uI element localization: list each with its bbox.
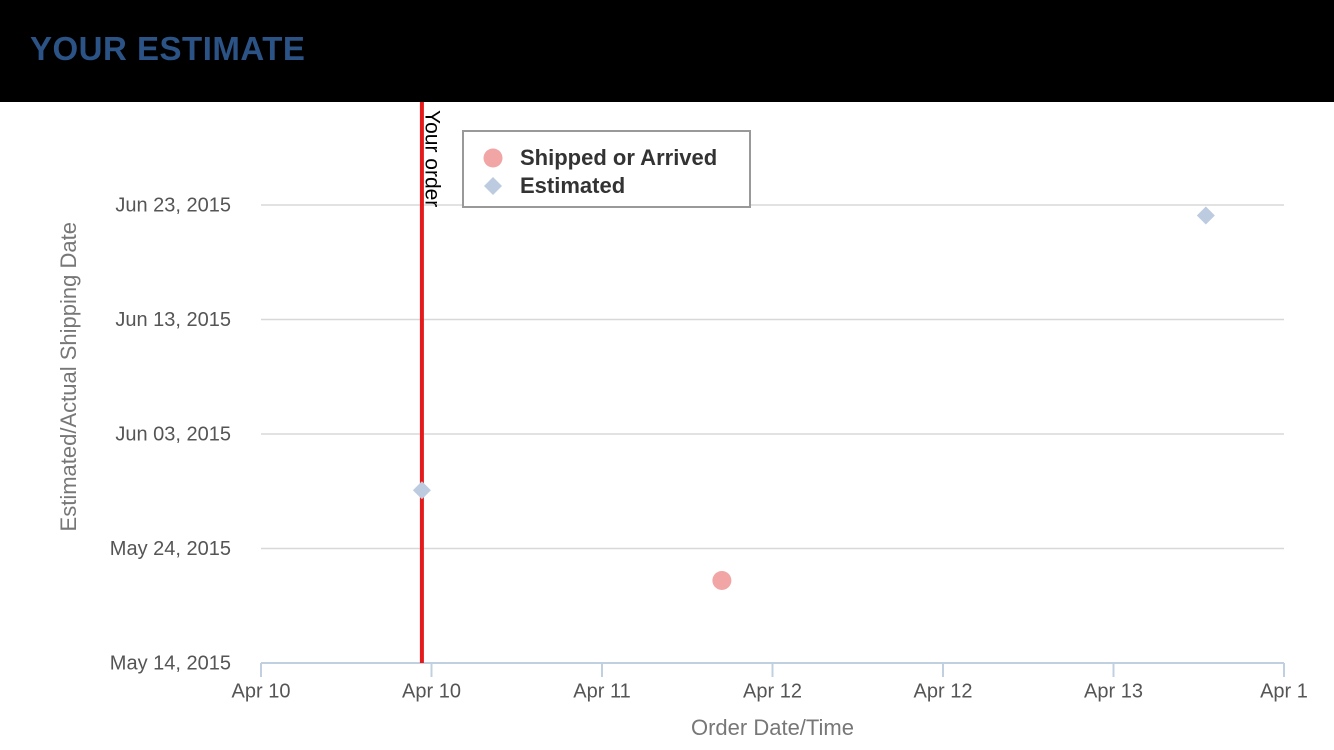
legend-symbol bbox=[483, 148, 503, 168]
x-tick-label: Apr 10 bbox=[402, 680, 461, 702]
y-tick-label: May 24, 2015 bbox=[110, 538, 231, 560]
point bbox=[412, 481, 431, 500]
x-tick-label: Apr 11 bbox=[573, 680, 630, 702]
y-axis-title: Estimated/Actual Shipping Date bbox=[56, 222, 81, 531]
header-bar: YOUR ESTIMATE bbox=[0, 0, 1334, 102]
plot-line-label: Your order bbox=[420, 110, 443, 207]
point bbox=[712, 570, 732, 590]
x-tick-label: Apr 12 bbox=[914, 680, 973, 702]
x-tick-label: Apr 1 bbox=[1260, 680, 1308, 702]
x-axis-title: Order Date/Time bbox=[691, 715, 854, 740]
legend-label: Estimated bbox=[520, 173, 625, 198]
x-tick-label: Apr 10 bbox=[232, 680, 291, 702]
y-tick-label: Jun 23, 2015 bbox=[115, 194, 231, 216]
point bbox=[1196, 206, 1215, 225]
y-tick-label: Jun 03, 2015 bbox=[115, 423, 231, 445]
legend-label: Shipped or Arrived bbox=[520, 145, 717, 170]
y-tick-label: Jun 13, 2015 bbox=[115, 309, 231, 331]
x-tick-label: Apr 13 bbox=[1084, 680, 1143, 702]
y-tick-label: May 14, 2015 bbox=[110, 652, 231, 674]
header-title: YOUR ESTIMATE bbox=[30, 30, 306, 67]
legend-box bbox=[462, 130, 751, 208]
x-tick-label: Apr 12 bbox=[743, 680, 802, 702]
legend-symbol bbox=[484, 177, 502, 195]
